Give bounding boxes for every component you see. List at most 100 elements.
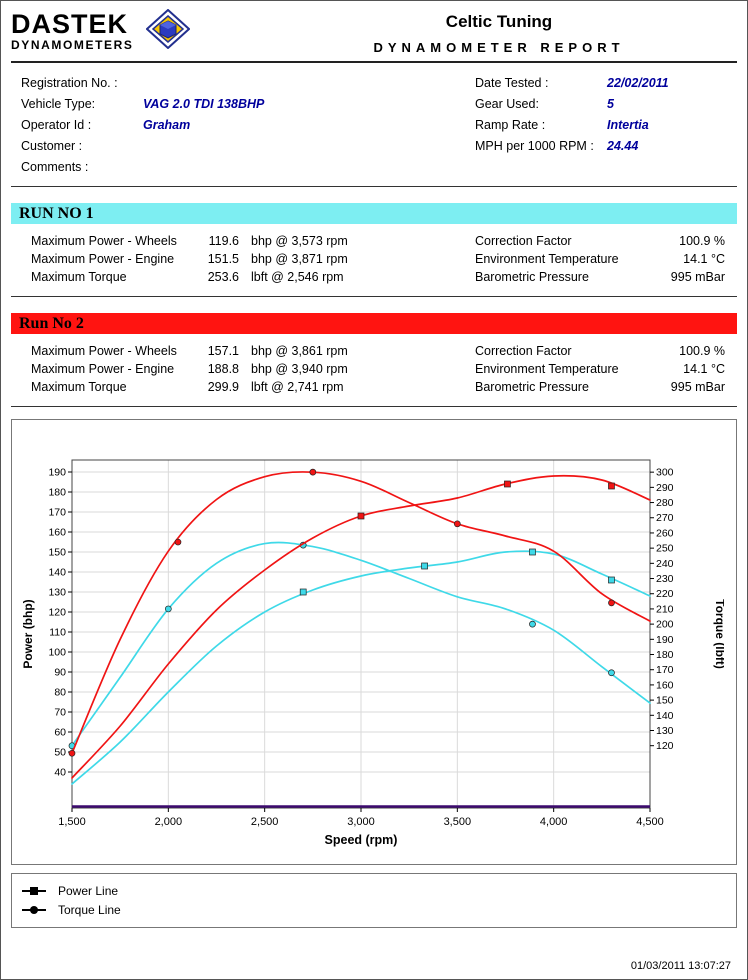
info-section: Registration No. : Vehicle Type: VAG 2.0… — [11, 63, 737, 186]
condition-label: Environment Temperature — [475, 362, 619, 376]
info-label: Gear Used: — [475, 97, 539, 111]
condition-row-environment-temperature: Environment Temperature 14.1 °C — [475, 360, 737, 378]
condition-row-barometric-pressure: Barometric Pressure 995 mBar — [475, 268, 737, 286]
report-titles: Celtic Tuning DYNAMOMETER REPORT — [261, 9, 737, 55]
svg-text:70: 70 — [54, 707, 66, 719]
info-value: Graham — [143, 118, 191, 132]
dyno-chart-box: 40 50 60 70 80 90 100 110 120 130 140 150 160 170 180 1… — [11, 419, 737, 865]
info-label: Registration No. : — [21, 76, 118, 90]
brand: DASTEK DYNAMOMETERS — [11, 8, 261, 54]
legend-label: Torque Line — [58, 902, 121, 917]
run2-banner: Run No 2 — [11, 313, 737, 334]
run2-results: Maximum Power - Wheels 157.1 bhp @ 3,861… — [11, 334, 737, 406]
metric-label: Maximum Torque — [31, 380, 127, 394]
svg-text:230: 230 — [656, 573, 674, 585]
svg-text:50: 50 — [54, 747, 66, 759]
report-title: Celtic Tuning — [445, 12, 553, 31]
condition-label: Barometric Pressure — [475, 380, 589, 394]
metric-value: 299.9 — [207, 380, 239, 394]
metric-row-power-wheels: Maximum Power - Wheels 157.1 bhp @ 3,861… — [11, 342, 475, 360]
svg-text:2,000: 2,000 — [155, 816, 183, 828]
condition-value: 100.9 % — [679, 344, 725, 358]
svg-text:190: 190 — [656, 634, 674, 646]
metric-value: 188.8 — [207, 362, 239, 376]
info-row-mph-per-1000rpm: MPH per 1000 RPM : 24.44 — [475, 138, 737, 155]
svg-text:90: 90 — [54, 667, 66, 679]
info-label: Ramp Rate : — [475, 118, 546, 132]
info-value: 5 — [607, 97, 614, 111]
svg-text:4,000: 4,000 — [540, 816, 568, 828]
metric-label: Maximum Power - Engine — [31, 252, 175, 266]
svg-text:3,500: 3,500 — [444, 816, 472, 828]
svg-text:3,000: 3,000 — [347, 816, 375, 828]
info-value: 24.44 — [607, 139, 639, 153]
metric-row-power-engine: Maximum Power - Engine 151.5 bhp @ 3,871… — [11, 250, 475, 268]
svg-text:130: 130 — [656, 725, 674, 737]
report-subtitle: DYNAMOMETER REPORT — [373, 40, 625, 55]
svg-text:220: 220 — [656, 588, 674, 600]
svg-text:270: 270 — [656, 512, 674, 524]
svg-text:160: 160 — [656, 679, 674, 691]
run1-metrics: Maximum Power - Wheels 119.6 bhp @ 3,573… — [11, 232, 475, 286]
info-label: Date Tested : — [475, 76, 549, 90]
brand-text: DASTEK DYNAMOMETERS — [11, 9, 134, 53]
info-value: VAG 2.0 TDI 138BHP — [143, 97, 265, 111]
section-rule — [11, 186, 737, 187]
metric-label: Maximum Power - Wheels — [31, 234, 177, 248]
info-row-operator-id: Operator Id : Graham — [11, 117, 475, 134]
brand-name: DASTEK — [11, 9, 129, 39]
chart-legend-box: Power Line Torque Line — [11, 873, 737, 928]
info-row-ramp-rate: Ramp Rate : Intertia — [475, 117, 737, 134]
svg-text:200: 200 — [656, 619, 674, 631]
svg-text:130: 130 — [48, 587, 66, 599]
info-label: MPH per 1000 RPM : — [475, 139, 594, 153]
metric-row-torque: Maximum Torque 253.6 lbft @ 2,546 rpm — [11, 268, 475, 286]
svg-text:80: 80 — [54, 687, 66, 699]
svg-text:120: 120 — [48, 607, 66, 619]
metric-unit: bhp @ 3,871 rpm — [251, 252, 348, 266]
metric-value: 151.5 — [207, 252, 239, 266]
condition-row-barometric-pressure: Barometric Pressure 995 mBar — [475, 378, 737, 396]
run1-results: Maximum Power - Wheels 119.6 bhp @ 3,573… — [11, 224, 737, 296]
svg-text:4,500: 4,500 — [636, 816, 664, 828]
metric-label: Maximum Power - Wheels — [31, 344, 177, 358]
info-value: 22/02/2011 — [607, 76, 669, 90]
metric-value: 119.6 — [208, 234, 239, 248]
run1-banner: RUN NO 1 — [11, 203, 737, 224]
condition-value: 14.1 °C — [683, 252, 725, 266]
svg-text:170: 170 — [48, 507, 66, 519]
info-label: Vehicle Type: — [21, 97, 96, 111]
svg-text:110: 110 — [49, 627, 66, 639]
condition-label: Barometric Pressure — [475, 270, 589, 284]
info-right-column: Date Tested : 22/02/2011 Gear Used: 5 Ra… — [475, 71, 737, 180]
svg-text:100: 100 — [48, 647, 66, 659]
run2-metrics: Maximum Power - Wheels 157.1 bhp @ 3,861… — [11, 342, 475, 396]
svg-text:2,500: 2,500 — [251, 816, 279, 828]
info-row-date-tested: Date Tested : 22/02/2011 — [475, 75, 737, 92]
svg-text:180: 180 — [48, 487, 66, 499]
svg-text:140: 140 — [656, 710, 674, 722]
metric-unit: lbft @ 2,546 rpm — [251, 270, 344, 284]
torque-line-marker-icon — [22, 905, 46, 915]
svg-text:250: 250 — [656, 543, 674, 555]
svg-text:140: 140 — [48, 567, 66, 579]
metric-label: Maximum Torque — [31, 270, 127, 284]
info-row-comments: Comments : — [11, 159, 475, 176]
info-label: Customer : — [21, 139, 83, 153]
metric-value: 253.6 — [207, 270, 239, 284]
info-left-column: Registration No. : Vehicle Type: VAG 2.0… — [11, 71, 475, 180]
info-label: Operator Id : — [21, 118, 92, 132]
svg-text:290: 290 — [656, 482, 674, 494]
svg-text:Torque (lbft): Torque (lbft) — [713, 599, 724, 669]
condition-label: Correction Factor — [475, 234, 572, 248]
print-timestamp: 01/03/2011 13:07:27 — [630, 960, 731, 972]
svg-text:180: 180 — [656, 649, 674, 661]
svg-text:240: 240 — [656, 558, 674, 570]
brand-subtitle: DYNAMOMETERS — [11, 38, 134, 52]
metric-row-power-wheels: Maximum Power - Wheels 119.6 bhp @ 3,573… — [11, 232, 475, 250]
dyno-chart: 40 50 60 70 80 90 100 110 120 130 140 150 160 170 180 1… — [21, 459, 724, 847]
condition-row-environment-temperature: Environment Temperature 14.1 °C — [475, 250, 737, 268]
metric-unit: lbft @ 2,741 rpm — [251, 380, 344, 394]
section-rule — [11, 406, 737, 407]
